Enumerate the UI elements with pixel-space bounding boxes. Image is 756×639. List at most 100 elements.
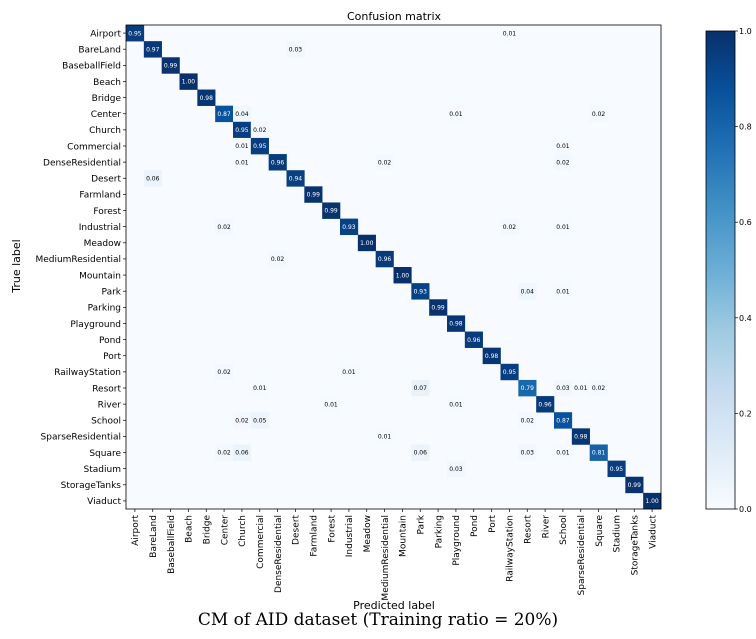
matrix-cell bbox=[215, 218, 234, 236]
y-tick-label: Beach bbox=[93, 78, 121, 88]
matrix-cells: 0.95 0.01 0.97 0.03 0.99 1.00 0.98 0.87 0.04 0.01… bbox=[126, 25, 662, 510]
y-tick-label: RailwayStation bbox=[54, 368, 121, 378]
colorbar-tick-label: 0.6 bbox=[739, 218, 752, 227]
cell-value-label: 0.98 bbox=[200, 95, 214, 102]
y-tick-label: School bbox=[91, 417, 121, 427]
x-tick-label: Desert bbox=[292, 515, 302, 545]
y-tick-label: Airport bbox=[90, 29, 121, 39]
matrix-cell bbox=[447, 396, 466, 413]
matrix-cell bbox=[215, 105, 234, 123]
y-axis-label: True label bbox=[10, 239, 23, 293]
matrix-cell bbox=[357, 234, 376, 252]
x-tick-label: BareLand bbox=[149, 515, 159, 558]
matrix-cell bbox=[518, 412, 537, 429]
cell-value-label: 0.03 bbox=[556, 385, 570, 392]
cell-value-label: 0.05 bbox=[253, 417, 267, 424]
matrix-cell bbox=[447, 315, 466, 332]
cell-value-label: 0.95 bbox=[610, 466, 624, 473]
cell-value-label: 0.02 bbox=[378, 159, 392, 166]
cell-value-label: 0.96 bbox=[378, 256, 392, 263]
cell-value-label: 0.01 bbox=[556, 224, 570, 231]
cell-value-label: 0.02 bbox=[217, 369, 231, 376]
x-tick-label: Bridge bbox=[202, 515, 212, 545]
cell-value-label: 0.79 bbox=[521, 385, 535, 392]
y-tick-label: Industrial bbox=[79, 223, 121, 233]
matrix-cell bbox=[250, 412, 269, 429]
matrix-cell bbox=[233, 137, 252, 155]
matrix-cell bbox=[625, 476, 644, 494]
cell-value-label: 0.02 bbox=[217, 224, 231, 231]
cell-value-label: 0.95 bbox=[503, 369, 517, 376]
matrix-cell bbox=[571, 379, 590, 397]
y-tick-label: Stadium bbox=[84, 465, 121, 475]
cell-value-label: 0.95 bbox=[253, 143, 267, 150]
matrix-cell bbox=[340, 363, 359, 381]
matrix-cell bbox=[536, 396, 555, 413]
x-tick-label: DenseResidential bbox=[274, 515, 284, 593]
matrix-cell bbox=[589, 444, 608, 461]
cell-value-label: 0.87 bbox=[556, 417, 570, 424]
matrix-cell bbox=[126, 25, 145, 42]
x-tick-label: School bbox=[559, 515, 569, 545]
cell-value-label: 0.01 bbox=[449, 111, 463, 118]
matrix-cell bbox=[589, 379, 608, 397]
y-tick-label: Square bbox=[89, 449, 121, 459]
matrix-cell bbox=[554, 379, 573, 397]
x-tick-label: MediumResidential bbox=[381, 515, 391, 601]
y-tick-label: StorageTanks bbox=[61, 481, 122, 491]
matrix-cell bbox=[571, 428, 590, 445]
matrix-cell bbox=[233, 154, 252, 171]
cell-value-label: 0.02 bbox=[592, 385, 606, 392]
x-tick-label: Port bbox=[488, 515, 498, 533]
y-tick-label: Bridge bbox=[92, 94, 122, 104]
matrix-cell bbox=[215, 363, 234, 381]
x-tick-label: Commercial bbox=[256, 515, 266, 569]
cell-value-label: 0.87 bbox=[217, 111, 231, 118]
matrix-cell bbox=[250, 121, 269, 139]
matrix-border bbox=[125, 24, 662, 510]
matrix-cell bbox=[179, 73, 198, 90]
y-tick-label: Meadow bbox=[84, 239, 121, 249]
x-tick-label: Church bbox=[238, 515, 248, 547]
cell-value-label: 0.95 bbox=[235, 127, 249, 134]
figure-caption: CM of AID dataset (Training ratio = 20%) bbox=[197, 610, 559, 630]
colorbar bbox=[705, 30, 736, 510]
matrix-cell bbox=[250, 137, 269, 155]
colorbar-tick-label: 0.4 bbox=[739, 314, 752, 323]
matrix-cell bbox=[589, 105, 608, 123]
x-tick-label: Resort bbox=[523, 515, 533, 544]
y-tick-label: Commercial bbox=[67, 142, 121, 152]
cell-value-label: 0.99 bbox=[628, 482, 642, 489]
x-tick-labels: Airport BareLand BaseballField Beach Bridge C… bbox=[131, 509, 658, 601]
matrix-cell bbox=[375, 428, 394, 445]
matrix-cell bbox=[143, 41, 162, 58]
cell-value-label: 0.93 bbox=[414, 288, 428, 295]
matrix-cell bbox=[482, 347, 501, 365]
x-tick-label: BaseballField bbox=[167, 515, 177, 574]
x-tick-label: Beach bbox=[185, 515, 195, 543]
y-tick-label: Resort bbox=[92, 384, 121, 394]
matrix-cell bbox=[197, 89, 216, 106]
cell-value-label: 0.01 bbox=[253, 385, 267, 392]
matrix-cell bbox=[500, 363, 519, 381]
matrix-cell bbox=[554, 154, 573, 171]
x-tick-label: Farmland bbox=[309, 515, 319, 557]
x-tick-label: Park bbox=[416, 514, 426, 534]
y-tick-label: Farmland bbox=[79, 191, 121, 201]
matrix-cell bbox=[518, 379, 537, 397]
cell-value-label: 0.98 bbox=[449, 321, 463, 328]
y-tick-label: SparseResidential bbox=[41, 433, 121, 443]
matrix-cell bbox=[429, 299, 448, 316]
y-tick-label: Port bbox=[103, 352, 121, 362]
cell-value-label: 0.93 bbox=[342, 224, 356, 231]
cell-value-label: 1.00 bbox=[360, 240, 374, 247]
matrix-cell bbox=[143, 170, 162, 187]
cell-value-label: 0.96 bbox=[467, 337, 481, 344]
y-tick-label: Playground bbox=[70, 320, 121, 330]
cell-value-label: 0.02 bbox=[592, 111, 606, 118]
colorbar-ticks: 0.0 0.2 0.4 0.6 0.8 1.0 bbox=[735, 27, 752, 514]
x-tick-label: River bbox=[541, 515, 551, 539]
cell-value-label: 0.02 bbox=[235, 417, 249, 424]
chart-title: Confusion matrix bbox=[347, 10, 442, 23]
cell-value-label: 0.07 bbox=[414, 385, 428, 392]
